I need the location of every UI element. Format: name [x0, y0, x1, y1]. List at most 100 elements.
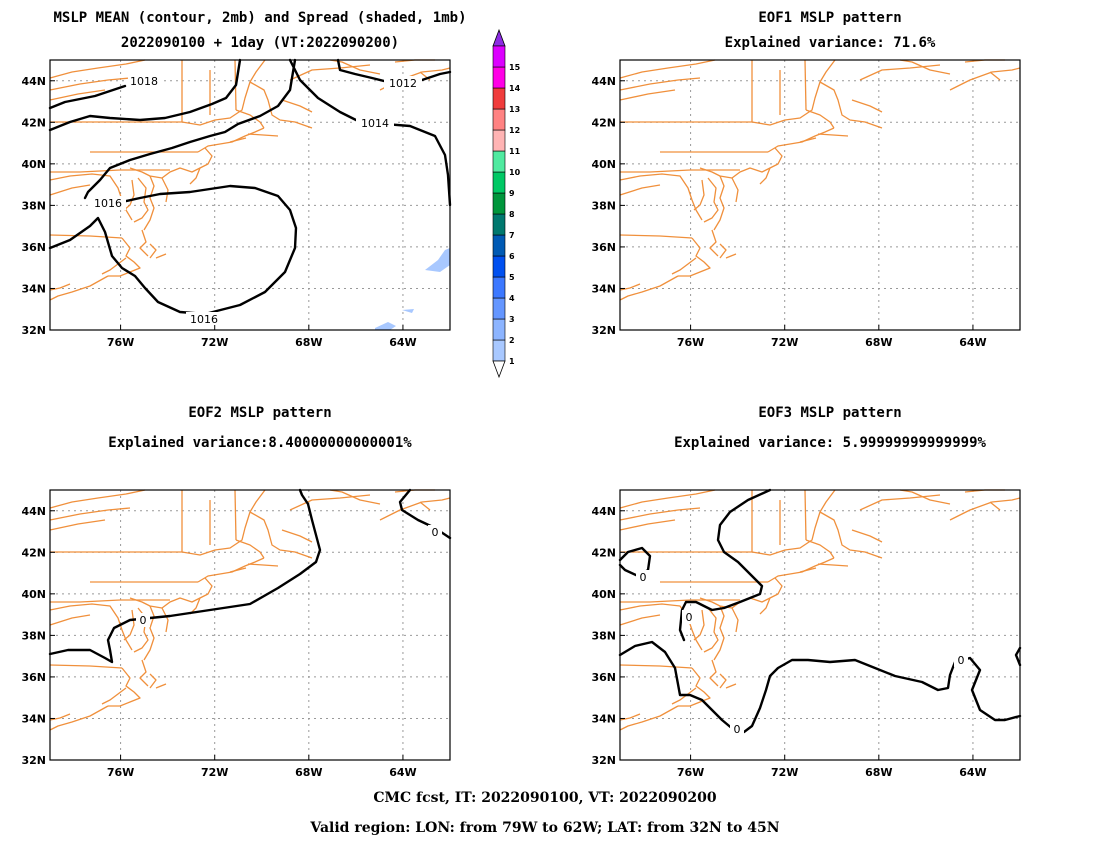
title-eof2: EOF2 MSLP pattern Explained variance:8.4… — [108, 405, 412, 451]
panel-eof2: 0 0 76W 72W 68W 64W 44N 42N 40N 38N 36N 34N 32N — [21, 488, 452, 779]
contour-label-1014: 1014 — [361, 117, 389, 130]
tick-label-lat: 44N — [21, 75, 46, 88]
tick-label-lat: 40N — [21, 158, 46, 171]
title-eof3: EOF3 MSLP pattern Explained variance: 5.… — [674, 405, 986, 451]
contour-eof3-north — [678, 488, 772, 642]
colorbar-label: 10 — [509, 168, 521, 177]
tick-label-lon: 72W — [201, 336, 228, 349]
tick-label-lat: 32N — [21, 324, 46, 337]
colorbar-bottom-arrow — [492, 360, 506, 379]
tick-label-lon: 76W — [677, 336, 704, 349]
panel-eof1-frame — [619, 59, 1021, 331]
panel-eof3-frame — [619, 489, 1021, 761]
tick-label-lon: 68W — [865, 766, 892, 779]
contour-1016-north — [83, 58, 297, 200]
contour-1016-south — [48, 184, 298, 316]
contour-label-eof2-a: 0 — [140, 614, 147, 627]
panel-mean: 1018 1012 1014 1016 1016 76W 72W 68W 64W 44N… — [21, 58, 452, 349]
contour-1018-b — [48, 58, 242, 132]
tick-label-lat: 32N — [591, 754, 616, 767]
title-eof3-line1: EOF3 MSLP pattern — [758, 405, 901, 421]
panel-eof3: 0 0 0 0 76W 72W 68W 64W 44N 42N 40N 38N 36N 34N 32… — [591, 488, 1022, 779]
colorbar-swatch — [492, 150, 506, 173]
tick-label-lat: 34N — [591, 282, 616, 295]
title-mean-line2: 2022090100 + 1day (VT:2022090200) — [121, 35, 399, 51]
contour-1018-a — [48, 84, 127, 110]
contour-label-1016-a: 1016 — [94, 197, 122, 210]
tick-label-lat: 36N — [21, 671, 46, 684]
colorbar-label: 15 — [509, 63, 521, 72]
contour-1014 — [288, 58, 452, 207]
contour-label-eof2-b: 0 — [432, 526, 439, 539]
tick-label-lon: 76W — [107, 766, 134, 779]
tick-label-lat: 38N — [21, 199, 46, 212]
panel-mean-ticks: 76W 72W 68W 64W 44N 42N 40N 38N 36N 34N 32N — [21, 75, 416, 349]
contour-eof2-zero-b — [398, 488, 452, 540]
tick-label-lat: 34N — [591, 712, 616, 725]
colorbar-label: 13 — [509, 105, 520, 114]
colorbar-swatch — [492, 213, 506, 236]
colorbar-label: 3 — [509, 315, 515, 324]
colorbar-swatch — [492, 255, 506, 278]
tick-label-lon: 64W — [959, 766, 986, 779]
tick-label-lon: 64W — [389, 336, 416, 349]
footer-forecast-info: CMC fcst, IT: 2022090100, VT: 2022090200 — [373, 790, 716, 806]
title-eof1: EOF1 MSLP pattern Explained variance: 71… — [725, 10, 936, 51]
title-eof2-line1: EOF2 MSLP pattern — [188, 405, 331, 421]
colorbar-label: 1 — [509, 357, 515, 366]
tick-label-lat: 40N — [591, 158, 616, 171]
colorbar-label: 14 — [509, 84, 521, 93]
tick-label-lat: 36N — [591, 671, 616, 684]
colorbar-label: 6 — [509, 252, 515, 261]
colorbar-label: 5 — [509, 273, 515, 282]
colorbar-label: 11 — [509, 147, 521, 156]
tick-label-lat: 40N — [591, 588, 616, 601]
tick-label-lat: 42N — [591, 116, 616, 129]
contour-label-eof3-b: 0 — [686, 611, 693, 624]
colorbar-swatch — [492, 339, 506, 362]
tick-label-lon: 72W — [771, 336, 798, 349]
tick-label-lat: 38N — [591, 629, 616, 642]
title-eof1-line2: Explained variance: 71.6% — [725, 35, 936, 51]
colorbar-label: 12 — [509, 126, 520, 135]
footer-valid-region: Valid region: LON: from 79W to 62W; LAT:… — [309, 820, 779, 836]
panel-eof2-ticks: 76W 72W 68W 64W 44N 42N 40N 38N 36N 34N 32N — [21, 505, 416, 779]
tick-label-lon: 76W — [107, 336, 134, 349]
title-eof2-line2: Explained variance:8.40000000000001% — [108, 435, 412, 451]
tick-label-lat: 42N — [21, 546, 46, 559]
tick-label-lon: 68W — [295, 336, 322, 349]
panel-eof1: 76W 72W 68W 64W 44N 42N 40N 38N 36N 34N 32N — [591, 59, 1021, 349]
panel-eof3-grid — [620, 490, 1020, 760]
tick-label-lat: 32N — [591, 324, 616, 337]
colorbar-label: 9 — [509, 189, 515, 198]
contour-eof2-zero-a — [48, 488, 322, 664]
tick-label-lat: 38N — [21, 629, 46, 642]
contour-label-1016-b: 1016 — [190, 313, 218, 326]
colorbar-swatch — [492, 276, 506, 299]
spread-shade-3 — [402, 309, 414, 313]
tick-label-lon: 72W — [771, 766, 798, 779]
contour-label-1018: 1018 — [130, 75, 158, 88]
colorbar-swatch — [492, 234, 506, 257]
colorbar-label: 8 — [509, 210, 515, 219]
title-mean-line1: MSLP MEAN (contour, 2mb) and Spread (sha… — [53, 10, 466, 26]
tick-label-lat: 32N — [21, 754, 46, 767]
tick-label-lat: 38N — [591, 199, 616, 212]
colorbar-swatch — [492, 318, 506, 341]
coastlines — [49, 489, 451, 731]
colorbar-swatch — [492, 45, 506, 68]
colorbar-label: 4 — [509, 294, 515, 303]
tick-label-lat: 44N — [591, 505, 616, 518]
title-mean: MSLP MEAN (contour, 2mb) and Spread (sha… — [53, 10, 466, 51]
tick-label-lat: 34N — [21, 282, 46, 295]
tick-label-lat: 44N — [591, 75, 616, 88]
tick-label-lon: 64W — [959, 336, 986, 349]
colorbar-swatch — [492, 129, 506, 152]
title-eof3-line2: Explained variance: 5.99999999999999% — [674, 435, 986, 451]
tick-label-lon: 68W — [295, 766, 322, 779]
colorbar-swatch — [492, 108, 506, 131]
colorbar-swatch — [492, 192, 506, 215]
contour-eof3-south — [618, 640, 1022, 734]
